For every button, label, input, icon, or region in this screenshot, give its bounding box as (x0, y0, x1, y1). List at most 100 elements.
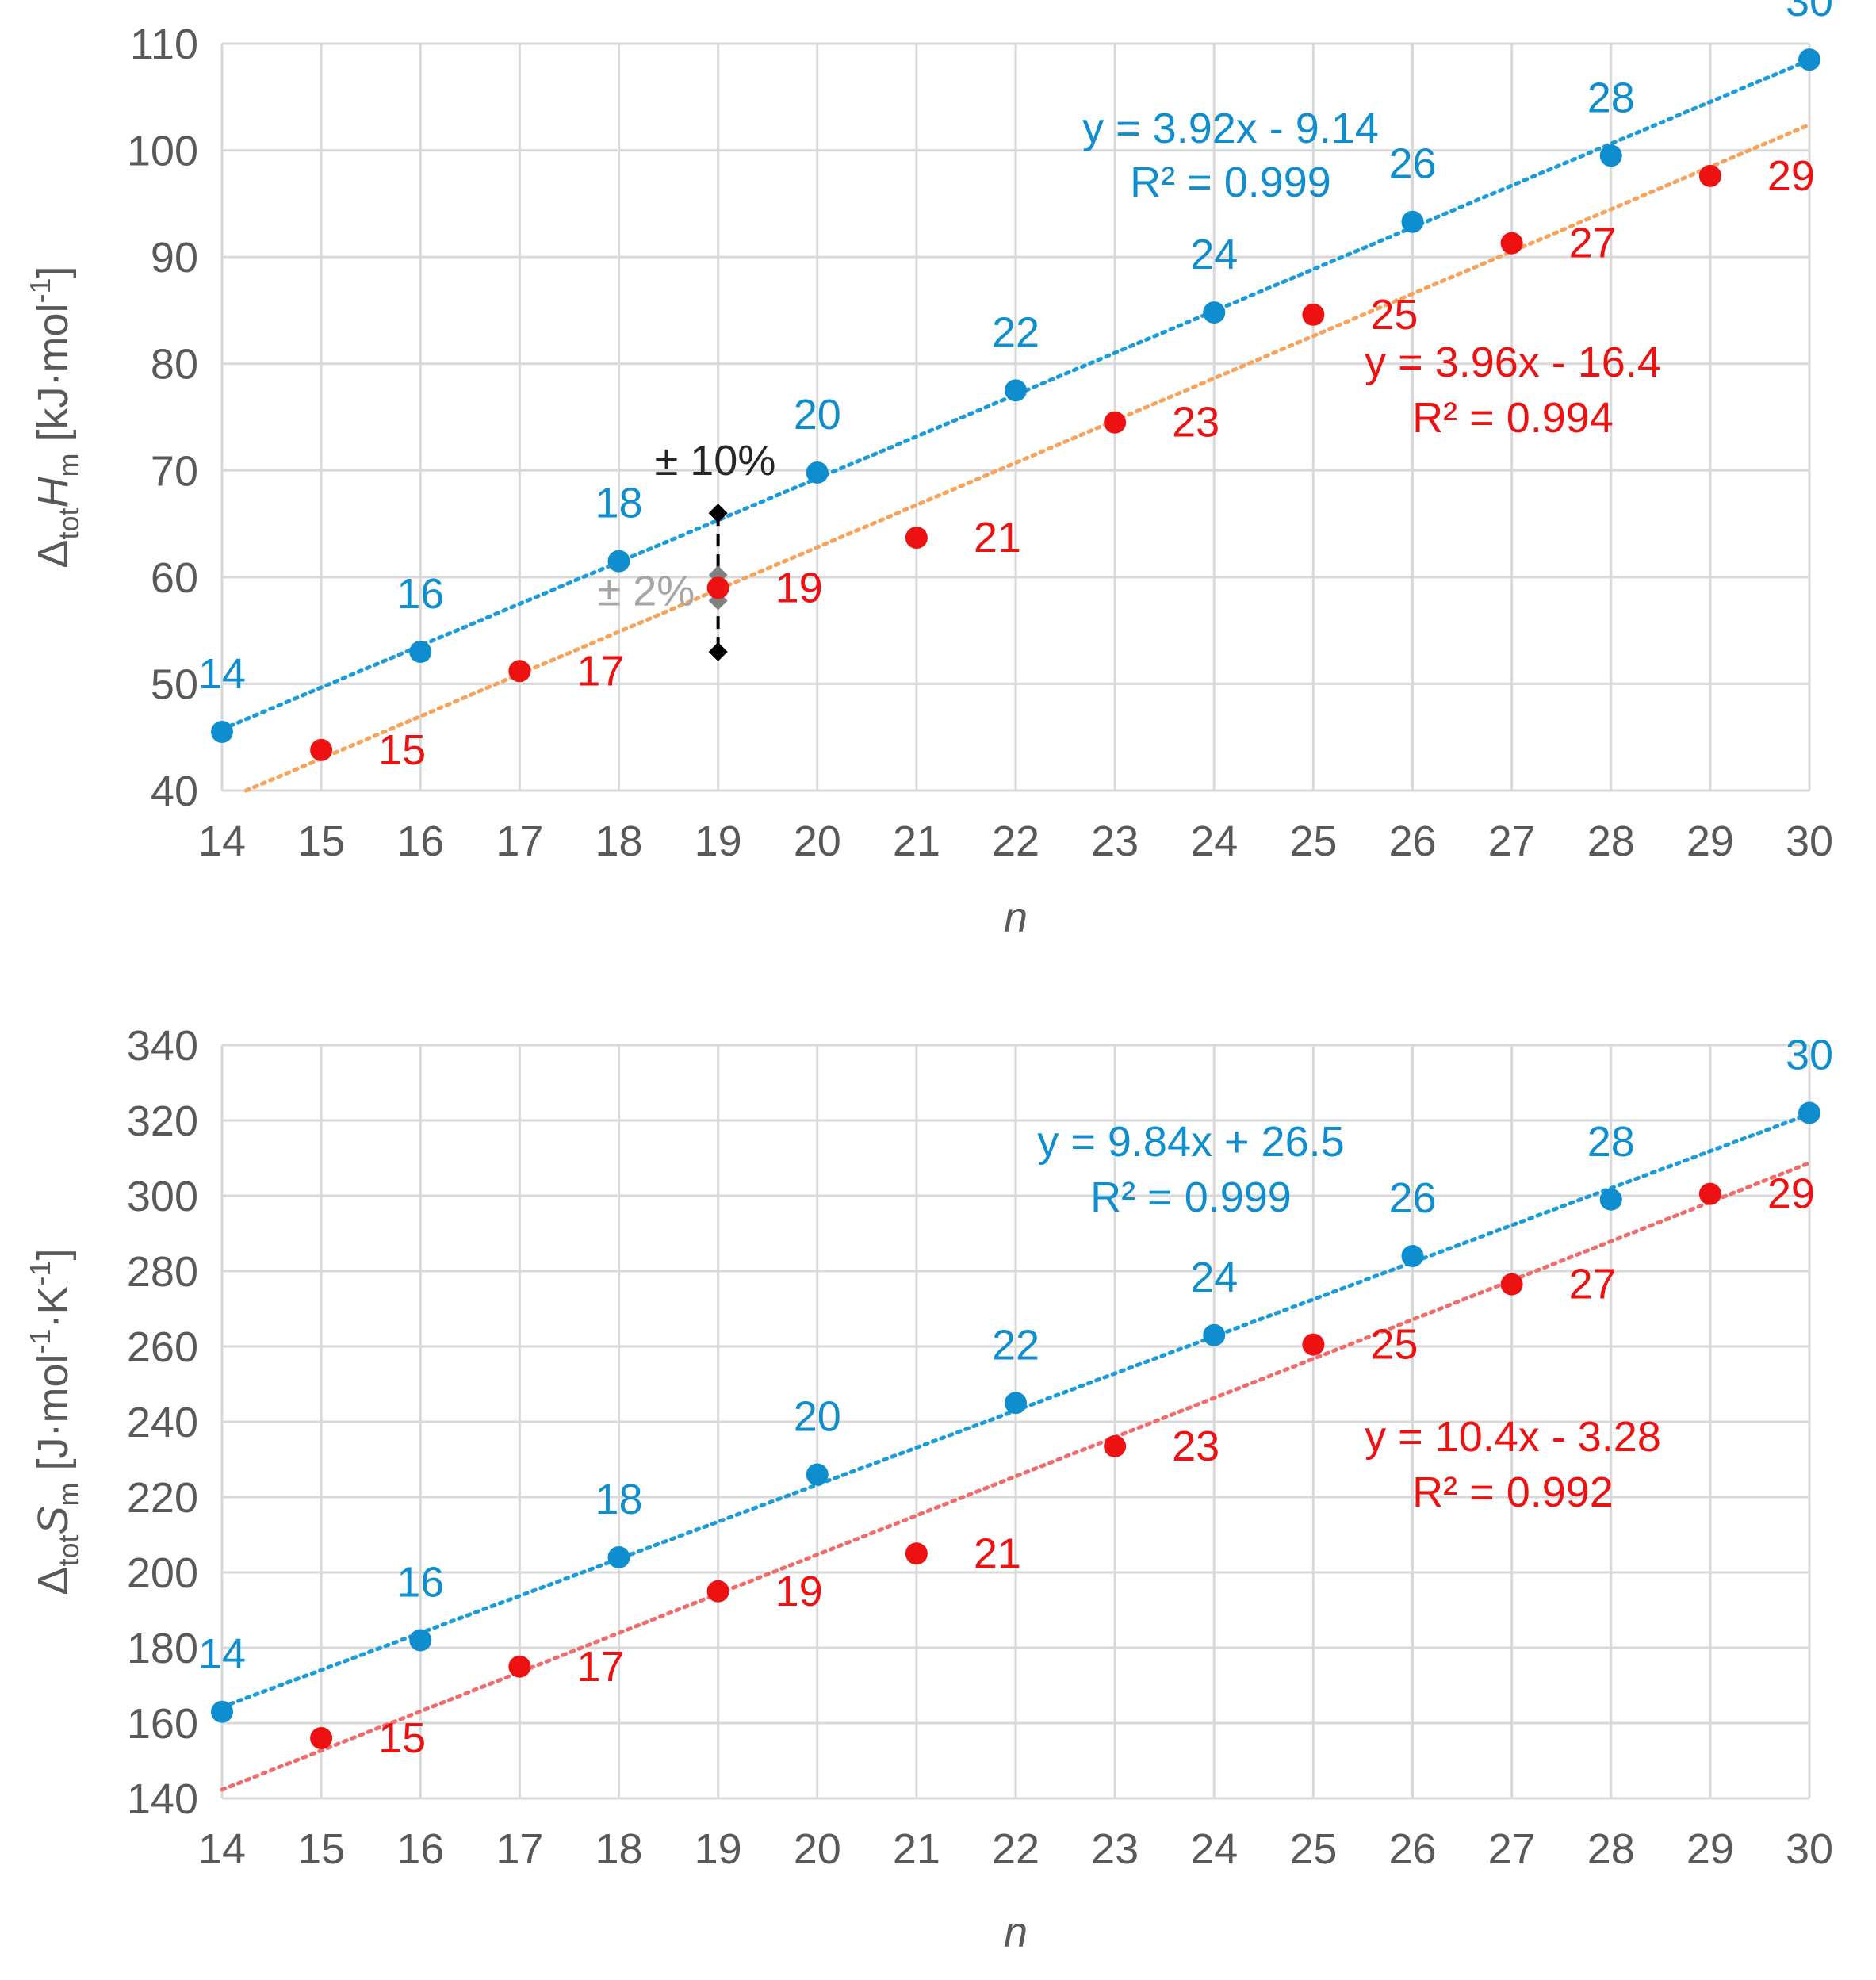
odd-point (905, 1542, 928, 1565)
x-tick-label: 29 (1686, 818, 1734, 865)
even-point-label: 26 (1388, 1174, 1436, 1222)
even-point-label: 16 (396, 1559, 444, 1607)
even-point (1599, 1188, 1622, 1211)
error-marker-outer (708, 642, 728, 662)
error-label-outer: ± 10% (655, 437, 776, 484)
y-tick-label: 100 (127, 128, 198, 175)
even-point (806, 1463, 829, 1486)
odd-point (310, 1727, 333, 1749)
even-point-label: 30 (1786, 0, 1833, 25)
y-title-symbol: Δ (29, 1567, 77, 1595)
x-tick-label: 24 (1190, 818, 1238, 865)
y-tick-label: 110 (130, 21, 198, 68)
y-tick-label: 60 (151, 554, 198, 602)
odd-point (508, 660, 531, 683)
x-tick-label: 18 (595, 1825, 642, 1873)
entropy-chart: 14 15 16 17 18 19 20 21 22 23 24 25 26 27 28 29 30 140 160… (24, 1022, 1833, 1956)
x-tick-label: 23 (1091, 818, 1139, 865)
odd-point-label: 15 (378, 1714, 426, 1762)
odd-point-label: 15 (378, 726, 426, 774)
odd-point (1302, 303, 1325, 326)
even-point (1401, 1245, 1424, 1267)
x-tick-label: 17 (496, 1825, 543, 1873)
y-tick-label: 300 (127, 1173, 198, 1220)
x-tick-label: 19 (695, 818, 742, 865)
even-point-label: 18 (595, 1476, 642, 1523)
odd-trendline (220, 1161, 1812, 1792)
odd-point (1500, 1273, 1523, 1296)
y-axis-title: ΔtotHm [kJ·mol-1] (24, 266, 85, 568)
odd-point (1500, 232, 1523, 255)
even-point (1798, 48, 1820, 71)
even-point (1599, 144, 1622, 167)
x-tick-label: 25 (1289, 818, 1337, 865)
x-tick-label: 23 (1091, 1825, 1139, 1873)
odd-point-label: 23 (1172, 399, 1219, 446)
y-tick-label: 240 (127, 1399, 198, 1446)
y-tick-label: 40 (151, 768, 198, 815)
y-tick-label: 160 (127, 1700, 198, 1748)
y-title-superscript-2: -1 (24, 1260, 56, 1285)
y-tick-label: 80 (151, 341, 198, 389)
x-tick-label: 27 (1488, 1825, 1536, 1873)
odd-point-label: 19 (775, 1568, 823, 1615)
odd-point (1104, 1434, 1127, 1457)
even-point (607, 550, 630, 573)
x-tick-label: 15 (297, 818, 345, 865)
y-axis-title: ΔtotSm [J·mol-1·K-1] (24, 1248, 85, 1595)
odd-point-label: 21 (974, 514, 1021, 561)
even-point-label: 14 (198, 1630, 246, 1678)
even-point (409, 641, 432, 664)
y-tick-label: 90 (151, 234, 198, 281)
odd-point (1698, 1182, 1721, 1205)
y-tick-label: 220 (127, 1474, 198, 1522)
y-title-superscript: -1 (24, 278, 56, 303)
odd-point-label: 23 (1172, 1423, 1219, 1470)
y-tick-label: 320 (127, 1097, 198, 1145)
x-tick-label: 28 (1587, 1825, 1635, 1873)
x-tick-label: 20 (794, 1825, 841, 1873)
even-point-label: 22 (992, 1321, 1039, 1369)
y-tick-label: 180 (127, 1625, 198, 1672)
y-title-symbol: Δ (29, 539, 77, 568)
x-tick-label: 15 (297, 1825, 345, 1873)
x-tick-label: 28 (1587, 818, 1635, 865)
odd-point (706, 576, 729, 599)
even-point (211, 1700, 233, 1723)
y-title-variable: S (29, 1506, 77, 1534)
even-point (1005, 379, 1027, 402)
x-tick-label: 26 (1388, 818, 1436, 865)
even-point (1203, 1323, 1226, 1346)
odd-trend-r2: R² = 0.994 (1412, 394, 1614, 442)
even-point-label: 18 (595, 480, 642, 527)
y-tick-label: 200 (127, 1549, 198, 1597)
x-tick-label: 21 (893, 1825, 940, 1873)
x-tick-label: 22 (992, 1825, 1039, 1873)
x-tick-label: 16 (396, 1825, 444, 1873)
y-title-subscript: tot (52, 1534, 85, 1566)
even-point (1798, 1101, 1820, 1124)
x-tick-label: 17 (496, 818, 543, 865)
even-point-label: 24 (1190, 1254, 1238, 1301)
error-marker-outer (708, 504, 728, 523)
even-point (1005, 1392, 1027, 1415)
even-point (1401, 210, 1424, 233)
odd-point-label: 29 (1767, 1170, 1815, 1218)
even-point (409, 1629, 432, 1652)
odd-point (310, 738, 333, 761)
odd-point-label: 27 (1569, 1261, 1617, 1308)
y-title-unit-mid: ·K (29, 1285, 77, 1328)
x-tick-label: 25 (1289, 1825, 1337, 1873)
x-tick-label: 30 (1786, 1825, 1833, 1873)
odd-point-label: 29 (1767, 152, 1815, 200)
y-title-close: ] (29, 1248, 77, 1260)
odd-point (905, 527, 928, 550)
odd-trend-equation: y = 3.96x - 16.4 (1365, 339, 1661, 386)
y-title-variable-subscript: m (52, 453, 85, 477)
even-trend-equation: y = 3.92x - 9.14 (1082, 105, 1379, 152)
y-tick-label: 260 (127, 1323, 198, 1371)
odd-point-label: 21 (974, 1530, 1021, 1577)
odd-point (1302, 1333, 1325, 1356)
even-point-label: 30 (1786, 1032, 1833, 1079)
